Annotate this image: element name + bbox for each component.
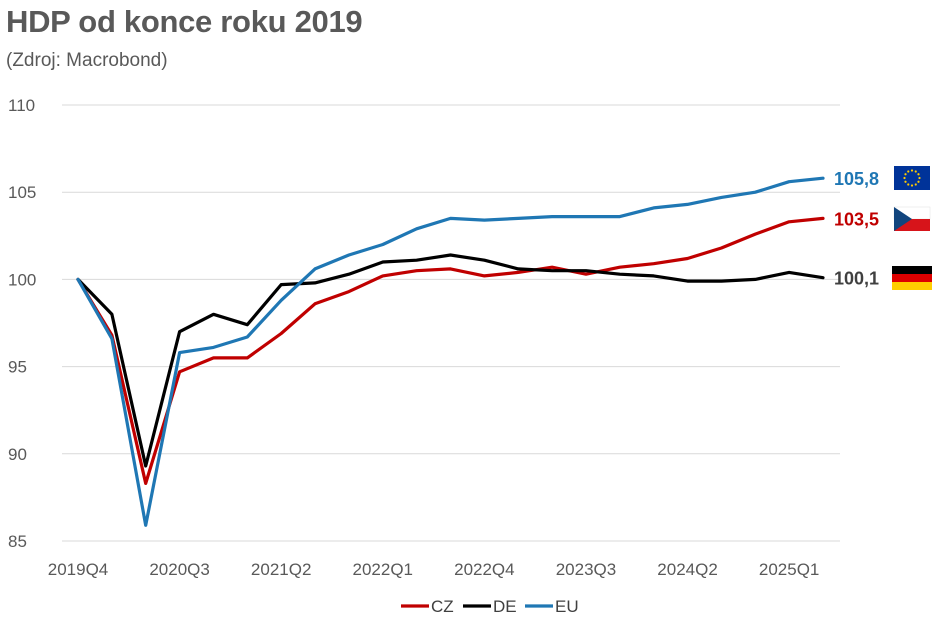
x-tick-label: 2022Q1 [353, 560, 414, 579]
x-tick-label: 2019Q4 [48, 560, 109, 579]
eu-star-icon [910, 169, 914, 172]
series-line-eu [76, 176, 825, 527]
y-axis-ticks: 110 105 100 95 90 85 [8, 96, 36, 551]
x-axis-ticks: 2019Q4 2020Q3 2021Q2 2022Q1 2022Q4 2023Q3 2024… [48, 560, 820, 579]
series-line-cz [76, 216, 825, 485]
eu-star-icon [914, 183, 917, 186]
legend-label-de: DE [493, 597, 517, 616]
de-flag-icon [892, 266, 932, 290]
legend-label-eu: EU [555, 597, 579, 616]
end-label-eu: 105,8 [834, 169, 879, 189]
series-line-de [76, 253, 825, 468]
x-tick-label: 2024Q2 [657, 560, 718, 579]
chart-title: HDP od konce roku 2019 [6, 4, 363, 39]
legend: CZ DE EU [401, 597, 579, 616]
eu-star-icon [914, 170, 917, 173]
y-tick-label: 85 [8, 532, 27, 551]
series-lines [76, 176, 825, 527]
eu-star-icon [918, 176, 921, 180]
eu-star-icon [904, 173, 907, 176]
eu-star-icon [910, 184, 914, 187]
x-tick-label: 2022Q4 [454, 560, 515, 579]
gridlines [62, 104, 840, 542]
y-tick-label: 105 [8, 183, 36, 202]
legend-label-cz: CZ [431, 597, 454, 616]
end-labels: 103,5 100,1 105,8 [834, 169, 879, 288]
eu-star-icon [917, 173, 920, 176]
x-tick-label: 2025Q1 [759, 560, 820, 579]
eu-star-icon [904, 180, 907, 183]
y-tick-label: 100 [8, 270, 36, 289]
x-tick-label: 2020Q3 [149, 560, 210, 579]
end-label-de: 100,1 [834, 269, 879, 289]
end-label-cz: 103,5 [834, 209, 879, 229]
eu-star-icon [907, 170, 910, 173]
eu-flag-icon [894, 166, 930, 190]
y-tick-label: 90 [8, 445, 27, 464]
y-tick-label: 110 [8, 96, 35, 115]
chart-subtitle: (Zdroj: Macrobond) [6, 50, 168, 71]
y-tick-label: 95 [8, 358, 27, 377]
eu-star-icon [903, 176, 906, 180]
eu-star-icon [907, 183, 910, 186]
x-tick-label: 2021Q2 [251, 560, 312, 579]
eu-star-icon [917, 180, 920, 183]
cz-flag-icon [893, 206, 931, 231]
x-tick-label: 2023Q3 [556, 560, 617, 579]
